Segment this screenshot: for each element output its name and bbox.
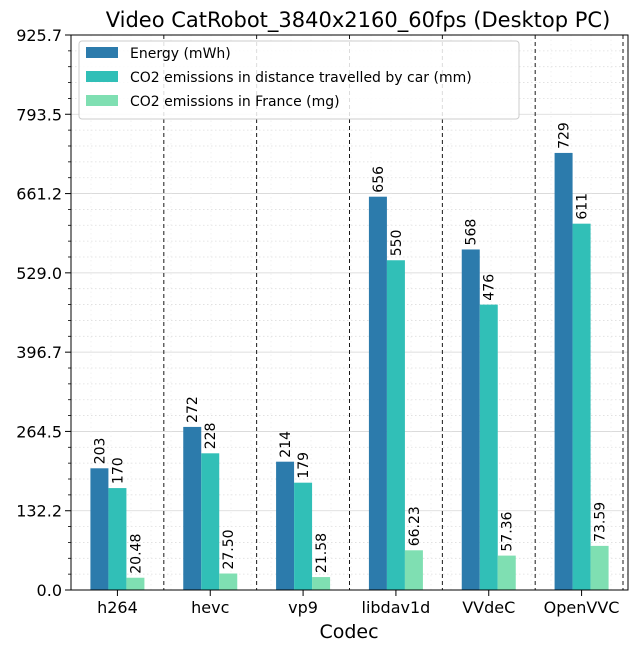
bar bbox=[461, 249, 480, 590]
legend-label: Energy (mWh) bbox=[130, 46, 231, 62]
bar bbox=[294, 482, 313, 590]
bar-value-label: 611 bbox=[575, 193, 591, 220]
x-tick-label: hevc bbox=[191, 598, 229, 617]
y-tick-label: 264.5 bbox=[16, 422, 62, 441]
bar bbox=[572, 223, 591, 590]
y-tick-label: 0.0 bbox=[37, 581, 62, 600]
bar bbox=[276, 461, 295, 590]
category-separators bbox=[163, 35, 624, 590]
legend-swatch bbox=[86, 47, 118, 58]
bar-value-label: 170 bbox=[110, 457, 126, 484]
bar bbox=[219, 573, 238, 590]
bar bbox=[386, 260, 405, 590]
legend-box bbox=[78, 40, 520, 120]
bar bbox=[497, 555, 516, 590]
bar bbox=[590, 545, 609, 590]
y-axis: 0.0 132.2 264.5 396.7 529.0 661.2 793.5 925.7 bbox=[16, 26, 71, 600]
y-tick-label: 529.0 bbox=[16, 264, 62, 283]
bar-value-label: 214 bbox=[278, 431, 294, 458]
bar bbox=[368, 196, 387, 590]
x-axis-label: Codec bbox=[319, 621, 378, 643]
y-tick-label: 661.2 bbox=[16, 185, 62, 204]
bar bbox=[554, 152, 573, 590]
bar bbox=[183, 426, 202, 590]
bar-value-label: 203 bbox=[92, 438, 108, 465]
bar-value-label: 550 bbox=[389, 230, 405, 257]
y-tick-label: 132.2 bbox=[16, 502, 62, 521]
bar-value-label: 729 bbox=[557, 122, 573, 149]
bar-value-label: 57.36 bbox=[500, 511, 516, 551]
bar-value-label: 568 bbox=[464, 219, 480, 246]
legend-swatch bbox=[86, 95, 118, 106]
legend-label: CO2 emissions in distance travelled by c… bbox=[130, 70, 472, 86]
bar bbox=[404, 550, 423, 590]
chart-title: Video CatRobot_3840x2160_60fps (Desktop … bbox=[106, 8, 611, 33]
y-tick-label: 793.5 bbox=[16, 105, 62, 124]
bar-value-label: 73.59 bbox=[593, 502, 609, 542]
x-axis: h264 hevc vp9 libdav1d VVdeC OpenVVC bbox=[97, 590, 619, 617]
bars bbox=[90, 152, 609, 590]
plot-frame bbox=[70, 34, 629, 591]
x-tick-label: h264 bbox=[97, 598, 138, 617]
bar bbox=[126, 577, 145, 590]
bar-value-label: 27.50 bbox=[221, 529, 237, 569]
bar bbox=[201, 453, 220, 590]
bar-value-label: 179 bbox=[296, 452, 312, 479]
legend-label: CO2 emissions in France (mg) bbox=[130, 94, 340, 110]
bar-value-label: 21.58 bbox=[314, 533, 330, 573]
legend: Energy (mWh) CO2 emissions in distance tr… bbox=[78, 40, 520, 120]
y-tick-label: 396.7 bbox=[16, 343, 62, 362]
bar-value-label: 476 bbox=[482, 274, 498, 301]
bar-value-label: 272 bbox=[185, 396, 201, 423]
legend-swatch bbox=[86, 71, 118, 82]
x-tick-label: vp9 bbox=[288, 598, 318, 617]
bar-value-label: 228 bbox=[203, 423, 219, 450]
x-tick-label: VVdeC bbox=[462, 598, 515, 617]
x-tick-label: OpenVVC bbox=[544, 598, 620, 617]
y-tick-label: 925.7 bbox=[16, 26, 62, 45]
bar bbox=[90, 468, 109, 590]
bar bbox=[312, 577, 331, 590]
bar bbox=[479, 304, 498, 590]
x-tick-label: libdav1d bbox=[362, 598, 431, 617]
bar bbox=[108, 488, 127, 590]
bar-value-label: 66.23 bbox=[407, 506, 423, 546]
bar-value-label: 20.48 bbox=[128, 534, 144, 574]
bar-value-label: 656 bbox=[371, 166, 387, 193]
